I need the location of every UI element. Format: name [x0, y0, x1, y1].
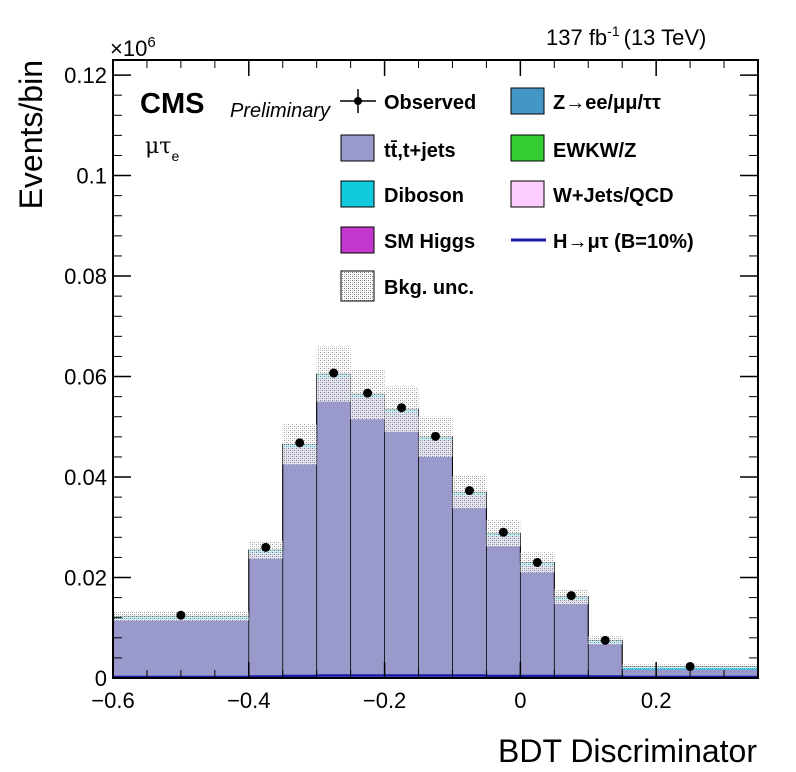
observed-point [685, 661, 695, 671]
x-tick-label: 0.2 [641, 688, 672, 713]
ttbar-bar [418, 436, 453, 678]
y-tick-label: 0.08 [64, 264, 107, 289]
observed-point [176, 610, 186, 620]
preliminary-label: Preliminary [230, 100, 331, 122]
legend-diboson: Diboson [340, 180, 464, 208]
y-tick-label: 0.02 [64, 566, 107, 591]
y-multiplier: ×106 [110, 34, 156, 61]
ttbar-bar [486, 533, 521, 678]
observed-point [363, 388, 373, 398]
plot-frame [112, 59, 759, 679]
stack-histogram [112, 373, 759, 678]
ttbar-bar [350, 394, 385, 678]
cms-label: CMS [140, 88, 204, 120]
ttbar-bar [248, 549, 283, 678]
observed-point [295, 438, 305, 448]
svg-text:H→μτ (B=10%): H→μτ (B=10%) [553, 231, 694, 253]
svg-text:Z→ee/μμ/ττ: Z→ee/μμ/ττ [553, 92, 661, 114]
ttbar-bar [588, 640, 623, 678]
legend-signal: H→μτ (B=10%) [511, 231, 694, 253]
x-tick-label: −0.2 [363, 688, 406, 713]
observed-point [566, 591, 576, 601]
x-tick-label: 0 [514, 688, 526, 713]
observed-point [532, 557, 542, 567]
y-tick-label: 0.06 [64, 365, 107, 390]
ttbar-bar [520, 562, 555, 678]
legend-observed: Observed [340, 89, 476, 114]
legend-ttbar: tt̄,t+jets [340, 134, 456, 162]
x-tick-label: −0.6 [91, 688, 134, 713]
legend-wjets: W+Jets/QCD [510, 180, 674, 208]
observed-point [498, 527, 508, 537]
x-tick-label: −0.4 [227, 688, 270, 713]
y-tick-label: 0.12 [64, 63, 107, 88]
observed-point [464, 486, 474, 496]
svg-text:tt̄,t+jets: tt̄,t+jets [384, 140, 456, 162]
svg-text:W+Jets/QCD: W+Jets/QCD [553, 185, 674, 207]
legend-unc: Bkg. unc. [340, 270, 474, 302]
y-axis-title: Events/bin [13, 60, 49, 209]
channel-label: μτe [145, 134, 179, 164]
ttbar-bar [384, 409, 419, 678]
y-tick-label: 0.04 [64, 465, 107, 490]
ttbar-bar [113, 616, 249, 678]
observed-point [600, 635, 610, 645]
lumi-label: 137 fb-1 (13 TeV) [546, 23, 706, 50]
svg-text:EWKW/Z: EWKW/Z [553, 140, 636, 162]
y-tick-label: 0.1 [76, 164, 107, 189]
observed-point [397, 403, 407, 413]
svg-text:SM Higgs: SM Higgs [384, 231, 475, 253]
observed-point [431, 431, 440, 441]
ttbar-bar [282, 444, 317, 678]
legend-zll: Z→ee/μμ/ττ [510, 87, 661, 115]
legend-ewk: EWKW/Z [510, 134, 636, 162]
observed-point [329, 368, 339, 378]
axis-ticks: −0.6 −0.4 −0.2 0 0.2 0 0.02 0.04 0.06 0.08 0.1 0.12 [64, 60, 759, 713]
y-tick-label: 0 [95, 666, 107, 691]
x-axis-title: BDT Discriminator [498, 733, 757, 769]
legend: Observed Z→ee/μμ/ττ tt̄,t+jets EWKW/Z Di… [340, 87, 694, 302]
legend-higgs: SM Higgs [340, 226, 475, 254]
observed-point [261, 542, 271, 552]
observed-points [176, 368, 695, 671]
svg-text:Diboson: Diboson [384, 185, 464, 207]
svg-text:Observed: Observed [384, 92, 476, 114]
ttbar-bar [316, 374, 351, 678]
ttbar-bar [554, 596, 589, 678]
ttbar-bar [452, 492, 487, 678]
svg-text:Bkg. unc.: Bkg. unc. [384, 277, 474, 299]
